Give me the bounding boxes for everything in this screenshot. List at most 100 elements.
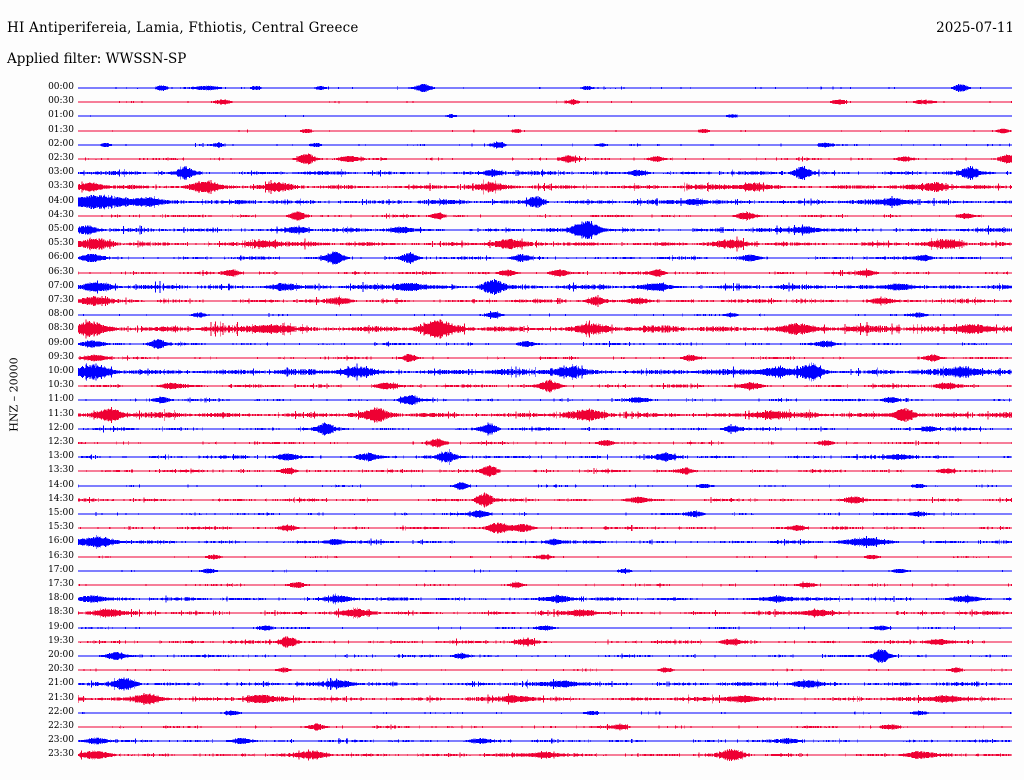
trace-row: 22:30 xyxy=(0,720,1024,734)
time-tick-label: 23:00 xyxy=(48,735,74,746)
seismic-trace xyxy=(78,692,1012,705)
seismic-trace xyxy=(78,268,1012,277)
seismic-trace xyxy=(78,710,1012,716)
time-tick-label: 09:30 xyxy=(48,351,74,362)
trace-row: 04:30 xyxy=(0,209,1024,223)
seismic-trace xyxy=(78,128,1012,134)
time-tick-label: 06:00 xyxy=(48,252,74,263)
page-title: HI Antiperifereia, Lamia, Fthiotis, Cent… xyxy=(7,20,359,36)
trace-row: 00:00 xyxy=(0,81,1024,95)
seismic-trace xyxy=(78,278,1012,295)
seismic-trace xyxy=(78,353,1012,363)
seismic-trace xyxy=(78,379,1012,393)
seismic-trace xyxy=(78,179,1012,196)
trace-row: 01:00 xyxy=(0,109,1024,123)
trace-row: 14:30 xyxy=(0,492,1024,508)
seismic-trace xyxy=(78,737,1012,745)
trace-row: 15:30 xyxy=(0,521,1024,535)
trace-row: 13:30 xyxy=(0,464,1024,478)
seismic-trace xyxy=(78,624,1012,631)
header: HI Antiperifereia, Lamia, Fthiotis, Cent… xyxy=(0,0,1024,78)
time-tick-label: 03:30 xyxy=(48,181,74,192)
time-tick-label: 22:00 xyxy=(48,706,74,717)
trace-row: 10:00 xyxy=(0,362,1024,382)
trace-row: 19:30 xyxy=(0,635,1024,649)
seismic-trace xyxy=(78,509,1012,519)
time-tick-label: 21:00 xyxy=(48,678,74,689)
trace-row: 17:30 xyxy=(0,578,1024,592)
seismic-trace xyxy=(78,522,1012,534)
trace-row: 12:30 xyxy=(0,436,1024,450)
trace-row: 21:00 xyxy=(0,677,1024,691)
seismic-trace xyxy=(78,114,1012,119)
trace-row: 12:00 xyxy=(0,422,1024,436)
trace-row: 06:30 xyxy=(0,266,1024,280)
trace-row: 13:00 xyxy=(0,449,1024,466)
seismic-trace xyxy=(78,593,1012,605)
time-tick-label: 09:00 xyxy=(48,337,74,348)
time-tick-label: 07:30 xyxy=(48,295,74,305)
trace-row: 03:30 xyxy=(0,179,1024,196)
time-tick-label: 16:00 xyxy=(48,536,74,547)
trace-row: 06:00 xyxy=(0,251,1024,265)
time-tick-label: 21:30 xyxy=(48,692,74,703)
seismic-trace xyxy=(78,236,1012,252)
time-tick-label: 20:30 xyxy=(48,664,74,675)
time-tick-label: 11:00 xyxy=(48,394,74,405)
time-tick-label: 17:00 xyxy=(48,564,74,575)
seismic-trace xyxy=(78,581,1012,589)
time-tick-label: 01:00 xyxy=(48,110,74,121)
seismic-trace xyxy=(78,210,1012,221)
time-tick-label: 11:30 xyxy=(48,408,74,419)
trace-row: 10:30 xyxy=(0,379,1024,393)
applied-filter-label: Applied filter: WWSSN-SP xyxy=(7,51,187,67)
time-tick-label: 01:30 xyxy=(48,124,74,135)
seismic-trace xyxy=(78,141,1012,149)
seismic-trace xyxy=(78,194,1012,209)
time-tick-label: 03:00 xyxy=(48,167,74,178)
trace-row: 09:30 xyxy=(0,351,1024,365)
trace-row: 16:00 xyxy=(0,535,1024,550)
time-tick-label: 18:30 xyxy=(48,607,74,618)
trace-row: 02:00 xyxy=(0,138,1024,152)
time-tick-label: 18:00 xyxy=(48,593,74,604)
record-date: 2025-07-11 xyxy=(936,20,1014,36)
seismic-trace xyxy=(78,362,1012,382)
trace-row: 15:00 xyxy=(0,507,1024,521)
time-tick-label: 00:30 xyxy=(48,96,74,107)
seismic-trace xyxy=(78,648,1012,664)
seismic-trace xyxy=(78,99,1012,105)
seismic-trace xyxy=(78,636,1012,648)
trace-row: 18:00 xyxy=(0,592,1024,606)
seismic-trace xyxy=(78,535,1012,550)
trace-row: 08:00 xyxy=(0,308,1024,322)
seismic-trace xyxy=(78,294,1012,308)
time-tick-label: 10:00 xyxy=(48,366,74,376)
seismic-trace xyxy=(78,723,1012,731)
trace-row: 20:30 xyxy=(0,663,1024,677)
seismic-trace xyxy=(78,83,1012,93)
seismic-trace xyxy=(78,567,1012,574)
trace-row: 07:30 xyxy=(0,294,1024,308)
trace-row: 16:30 xyxy=(0,550,1024,564)
seismic-trace xyxy=(78,406,1012,423)
seismic-trace xyxy=(78,607,1012,619)
time-tick-label: 20:00 xyxy=(48,650,74,660)
time-tick-label: 10:30 xyxy=(48,380,74,391)
trace-row: 14:00 xyxy=(0,479,1024,493)
time-tick-label: 08:30 xyxy=(48,323,74,334)
trace-row: 05:30 xyxy=(0,236,1024,252)
time-tick-label: 05:30 xyxy=(48,238,74,249)
time-tick-label: 04:00 xyxy=(48,195,74,206)
seismic-trace xyxy=(78,449,1012,466)
time-tick-label: 17:30 xyxy=(48,579,74,589)
seismic-trace xyxy=(78,492,1012,508)
trace-row: 05:00 xyxy=(0,220,1024,240)
time-tick-label: 19:00 xyxy=(48,621,74,632)
seismic-trace xyxy=(78,667,1012,673)
time-tick-label: 22:30 xyxy=(48,721,74,731)
trace-row: 23:30 xyxy=(0,748,1024,762)
time-tick-label: 13:30 xyxy=(48,465,74,476)
time-tick-label: 07:00 xyxy=(48,280,74,291)
seismic-trace xyxy=(78,166,1012,181)
